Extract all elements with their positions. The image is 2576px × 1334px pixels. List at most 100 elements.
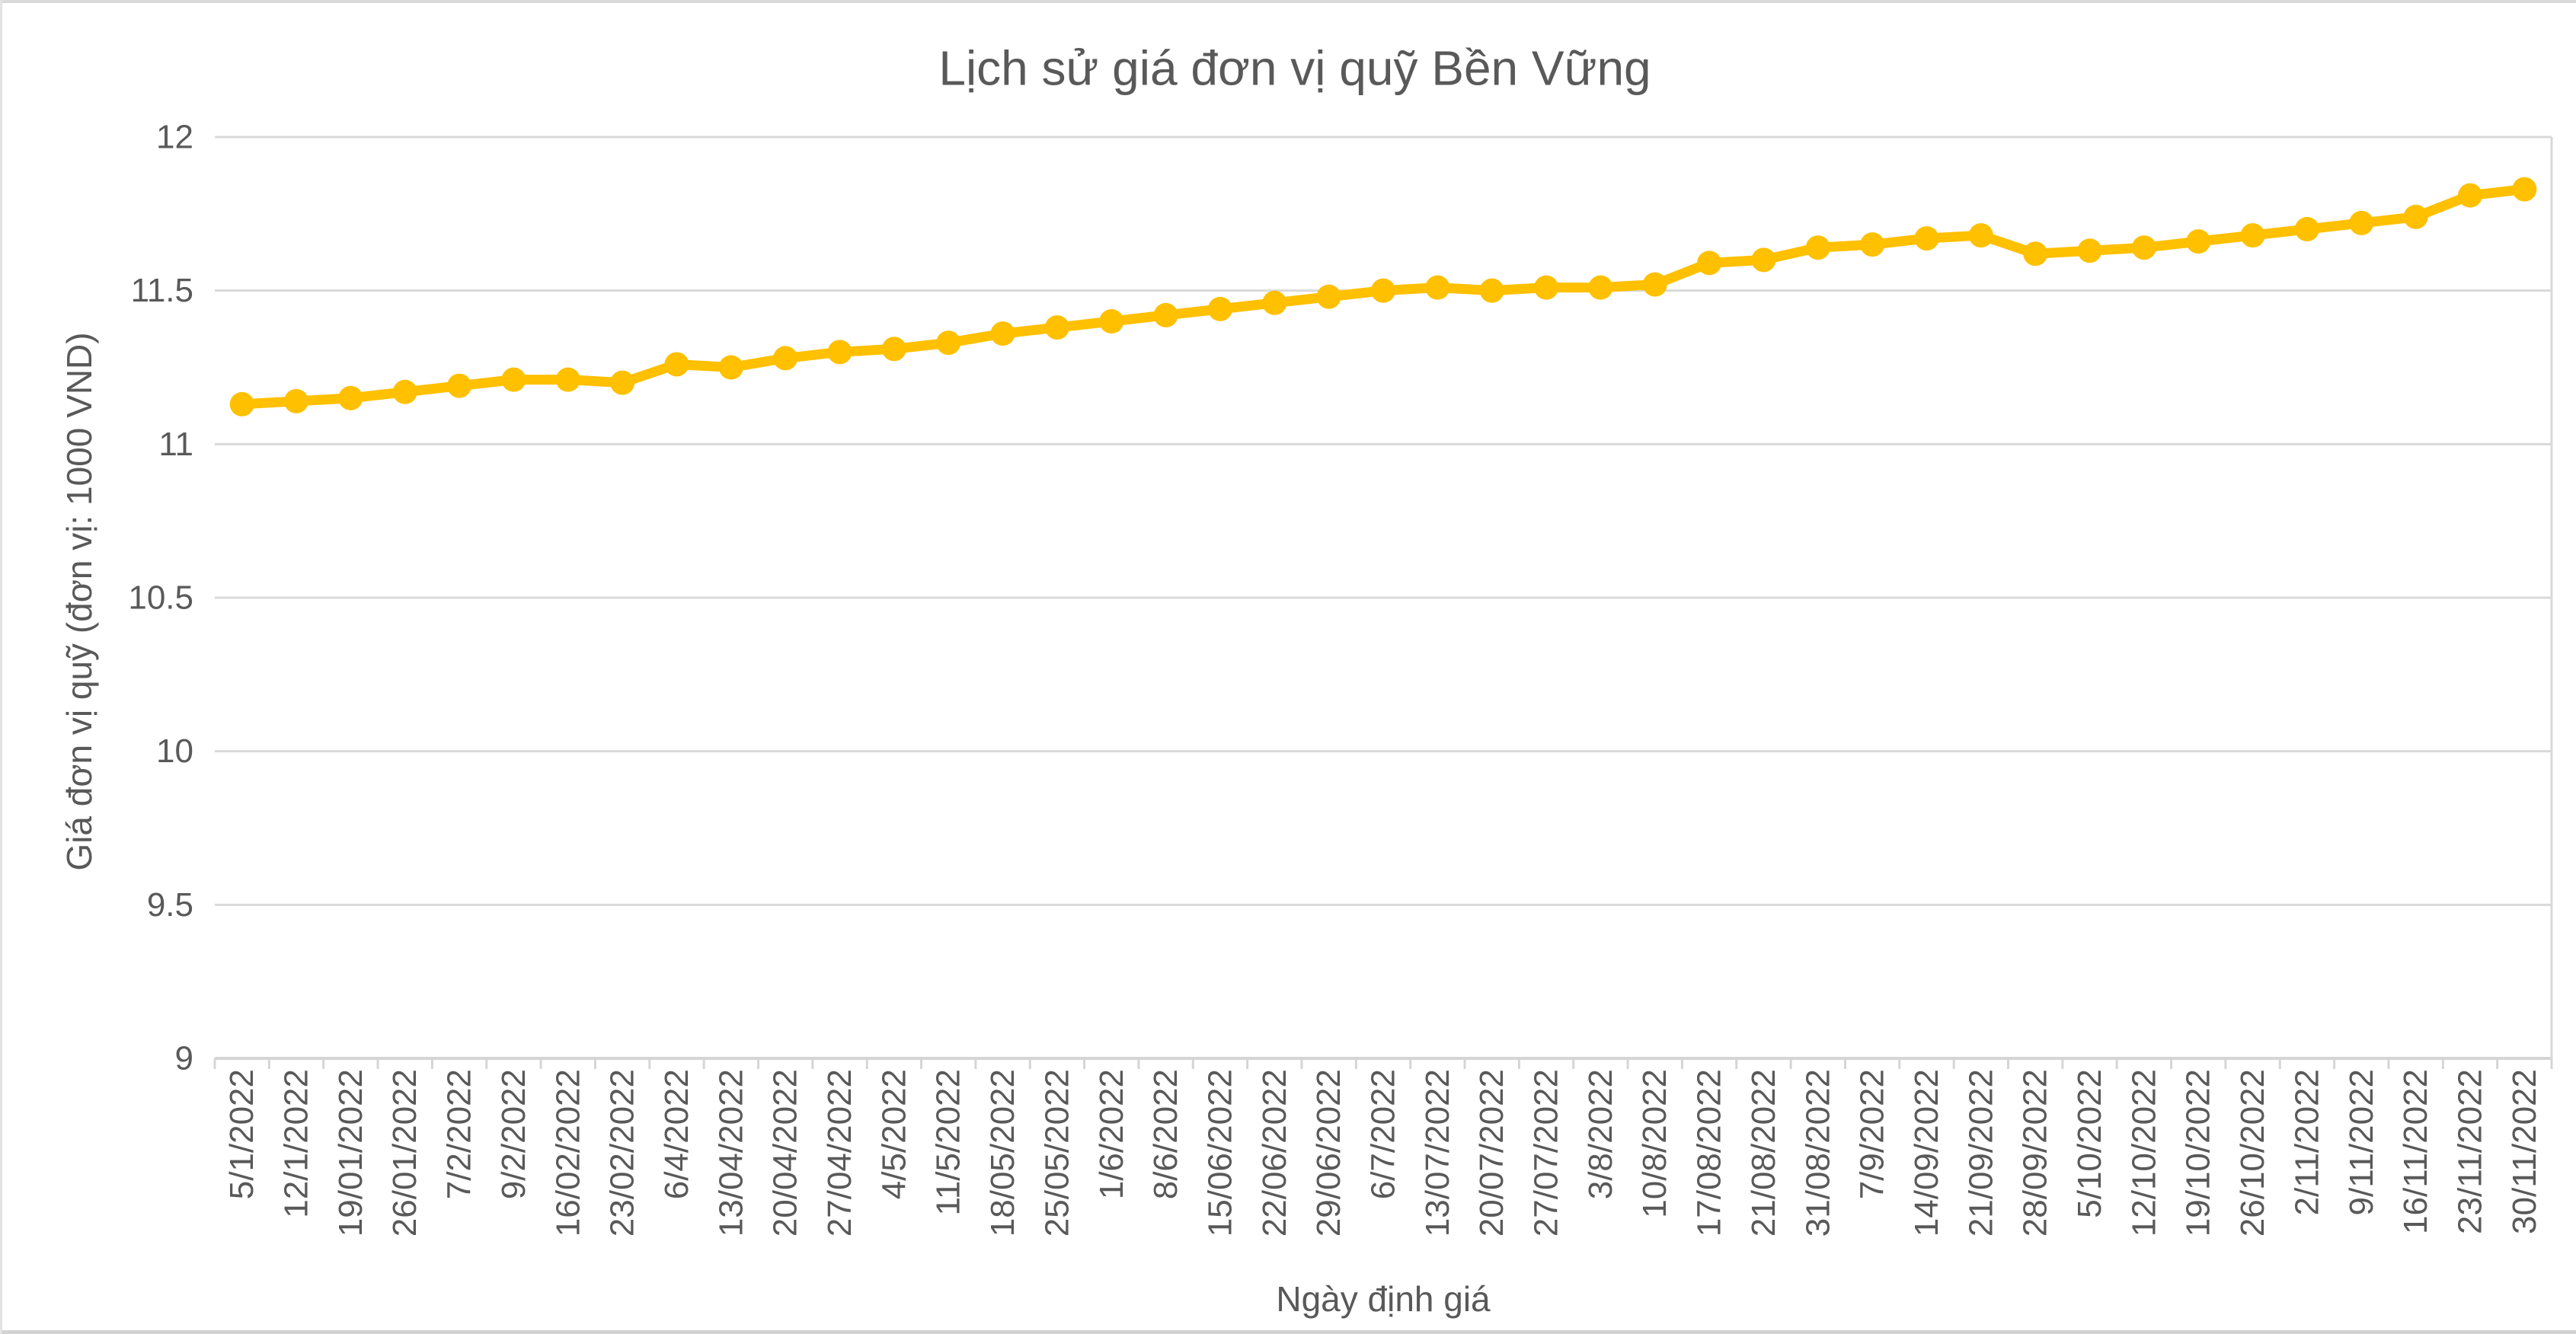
data-point-marker[interactable] bbox=[1914, 226, 1939, 251]
x-axis-tick-label: 3/8/2022 bbox=[1582, 1069, 1619, 1199]
y-axis-tick-label: 12 bbox=[156, 119, 193, 156]
x-axis-tick-label: 13/04/2022 bbox=[712, 1069, 749, 1237]
data-point-marker[interactable] bbox=[229, 391, 254, 416]
x-axis-tick-label: 21/09/2022 bbox=[1962, 1069, 1999, 1237]
data-point-marker[interactable] bbox=[2023, 241, 2048, 266]
x-axis-tick-label: 8/6/2022 bbox=[1147, 1069, 1184, 1199]
x-axis-tick-label: 20/04/2022 bbox=[767, 1069, 804, 1237]
data-point-marker[interactable] bbox=[1860, 232, 1885, 257]
data-point-marker[interactable] bbox=[1588, 275, 1613, 300]
x-axis-tick-label: 22/06/2022 bbox=[1256, 1069, 1293, 1237]
x-axis-tick-label: 12/1/2022 bbox=[278, 1069, 315, 1218]
data-point-marker[interactable] bbox=[1805, 235, 1830, 260]
x-axis-tick-label: 21/08/2022 bbox=[1745, 1069, 1782, 1237]
x-axis-tick-label: 11/5/2022 bbox=[930, 1069, 967, 1215]
data-point-marker[interactable] bbox=[2077, 238, 2102, 263]
x-axis-tick-label: 19/01/2022 bbox=[332, 1069, 369, 1237]
x-axis-tick-label: 12/10/2022 bbox=[2125, 1069, 2162, 1237]
y-axis-title: Giá đơn vị quỹ (đơn vị: 1000 VND) bbox=[59, 332, 99, 870]
x-axis-tick-label: 28/09/2022 bbox=[2017, 1069, 2054, 1237]
data-point-marker[interactable] bbox=[1534, 275, 1559, 300]
data-point-marker[interactable] bbox=[718, 355, 743, 380]
data-point-marker[interactable] bbox=[2349, 210, 2374, 235]
data-point-marker[interactable] bbox=[555, 367, 580, 392]
x-axis-tick-label: 17/08/2022 bbox=[1691, 1069, 1728, 1237]
x-axis-tick-label: 16/11/2022 bbox=[2397, 1069, 2434, 1234]
x-axis-tick-label: 13/07/2022 bbox=[1419, 1069, 1456, 1237]
data-point-marker[interactable] bbox=[1153, 302, 1178, 327]
data-point-marker[interactable] bbox=[1099, 309, 1124, 334]
x-axis-tick-label: 5/10/2022 bbox=[2071, 1069, 2108, 1218]
chart-border-top bbox=[0, 0, 2576, 3]
data-point-marker[interactable] bbox=[2512, 177, 2537, 202]
x-axis-tick-label: 6/7/2022 bbox=[1365, 1069, 1402, 1199]
chart-border-bottom bbox=[0, 1330, 2576, 1334]
data-point-marker[interactable] bbox=[392, 379, 417, 404]
x-axis-tick-label: 7/9/2022 bbox=[1854, 1069, 1891, 1199]
data-point-marker[interactable] bbox=[1044, 315, 1069, 340]
x-axis-tick-label: 1/6/2022 bbox=[1093, 1069, 1130, 1199]
x-axis-tick-label: 29/06/2022 bbox=[1310, 1069, 1347, 1237]
x-axis-tick-label: 15/06/2022 bbox=[1201, 1069, 1238, 1237]
x-axis-tick-label: 27/04/2022 bbox=[821, 1069, 858, 1237]
data-point-marker[interactable] bbox=[773, 346, 798, 371]
x-axis-tick-label: 31/08/2022 bbox=[1799, 1069, 1836, 1237]
y-axis-tick-label: 10.5 bbox=[128, 579, 193, 617]
data-point-marker[interactable] bbox=[2186, 229, 2211, 254]
data-point-marker[interactable] bbox=[610, 370, 635, 395]
data-point-marker[interactable] bbox=[1371, 278, 1395, 303]
data-point-marker[interactable] bbox=[2294, 217, 2319, 241]
data-point-marker[interactable] bbox=[2131, 235, 2156, 260]
chart-title: Lịch sử giá đơn vị quỹ Bền Vững bbox=[938, 40, 1651, 95]
y-axis-tick-label: 10 bbox=[156, 732, 193, 770]
x-axis-tick-label: 23/11/2022 bbox=[2451, 1069, 2488, 1234]
data-point-marker[interactable] bbox=[664, 352, 689, 377]
x-axis-tick-label: 23/02/2022 bbox=[604, 1069, 641, 1237]
x-axis-tick-label: 5/1/2022 bbox=[223, 1069, 260, 1199]
y-axis-tick-labels: 9 9.5 10 10.5 11 11.5 12 bbox=[128, 119, 193, 1077]
x-axis-tick-label: 27/07/2022 bbox=[1528, 1069, 1565, 1237]
data-point-marker[interactable] bbox=[1479, 278, 1504, 303]
data-point-marker[interactable] bbox=[1751, 247, 1776, 273]
x-axis-tick-label: 10/8/2022 bbox=[1636, 1069, 1673, 1218]
data-point-marker[interactable] bbox=[2240, 223, 2265, 248]
data-point-marker[interactable] bbox=[338, 385, 363, 410]
x-axis-tick-label: 7/2/2022 bbox=[441, 1069, 478, 1199]
data-point-marker[interactable] bbox=[990, 321, 1015, 346]
data-point-marker[interactable] bbox=[501, 367, 526, 392]
x-axis-tick-label: 25/05/2022 bbox=[1038, 1069, 1075, 1237]
x-axis-tick-label: 18/05/2022 bbox=[984, 1069, 1021, 1237]
data-point-marker[interactable] bbox=[936, 330, 961, 356]
data-point-marker[interactable] bbox=[284, 388, 309, 413]
x-axis-tick-label: 14/09/2022 bbox=[1908, 1069, 1945, 1237]
data-point-marker[interactable] bbox=[1207, 296, 1232, 321]
data-point-marker[interactable] bbox=[1316, 284, 1341, 309]
data-point-marker[interactable] bbox=[1697, 251, 1722, 276]
x-axis-tick-label: 20/07/2022 bbox=[1473, 1069, 1510, 1237]
x-axis-tick-label: 9/11/2022 bbox=[2343, 1069, 2380, 1215]
data-point-marker[interactable] bbox=[2403, 204, 2428, 229]
axes bbox=[213, 137, 2553, 1069]
x-axis-tick-label: 16/02/2022 bbox=[549, 1069, 586, 1237]
data-point-marker[interactable] bbox=[1262, 290, 1287, 315]
x-axis-title: Ngày định giá bbox=[1276, 1279, 1491, 1319]
x-axis-tick-label: 19/10/2022 bbox=[2180, 1069, 2217, 1237]
data-point-marker[interactable] bbox=[447, 373, 472, 398]
data-point-marker[interactable] bbox=[1642, 272, 1667, 297]
price-series[interactable] bbox=[229, 177, 2537, 416]
data-point-marker[interactable] bbox=[827, 340, 852, 365]
x-axis-tick-label: 6/4/2022 bbox=[658, 1069, 695, 1199]
y-axis-tick-label: 11 bbox=[158, 426, 193, 463]
y-axis-tick-label: 9.5 bbox=[147, 886, 193, 924]
data-point-marker[interactable] bbox=[1425, 275, 1450, 300]
x-axis-tick-label: 26/01/2022 bbox=[386, 1069, 423, 1237]
x-axis-tick-label: 26/10/2022 bbox=[2234, 1069, 2271, 1237]
data-point-marker[interactable] bbox=[1968, 223, 1993, 248]
x-axis-tick-labels: 5/1/2022 12/1/2022 19/01/2022 26/01/2022 7/2… bbox=[223, 1069, 2543, 1237]
data-point-marker[interactable] bbox=[881, 337, 906, 362]
x-axis-tick-label: 9/2/2022 bbox=[495, 1069, 532, 1199]
x-axis-tick-label: 30/11/2022 bbox=[2506, 1069, 2543, 1234]
data-point-marker[interactable] bbox=[2457, 183, 2482, 208]
